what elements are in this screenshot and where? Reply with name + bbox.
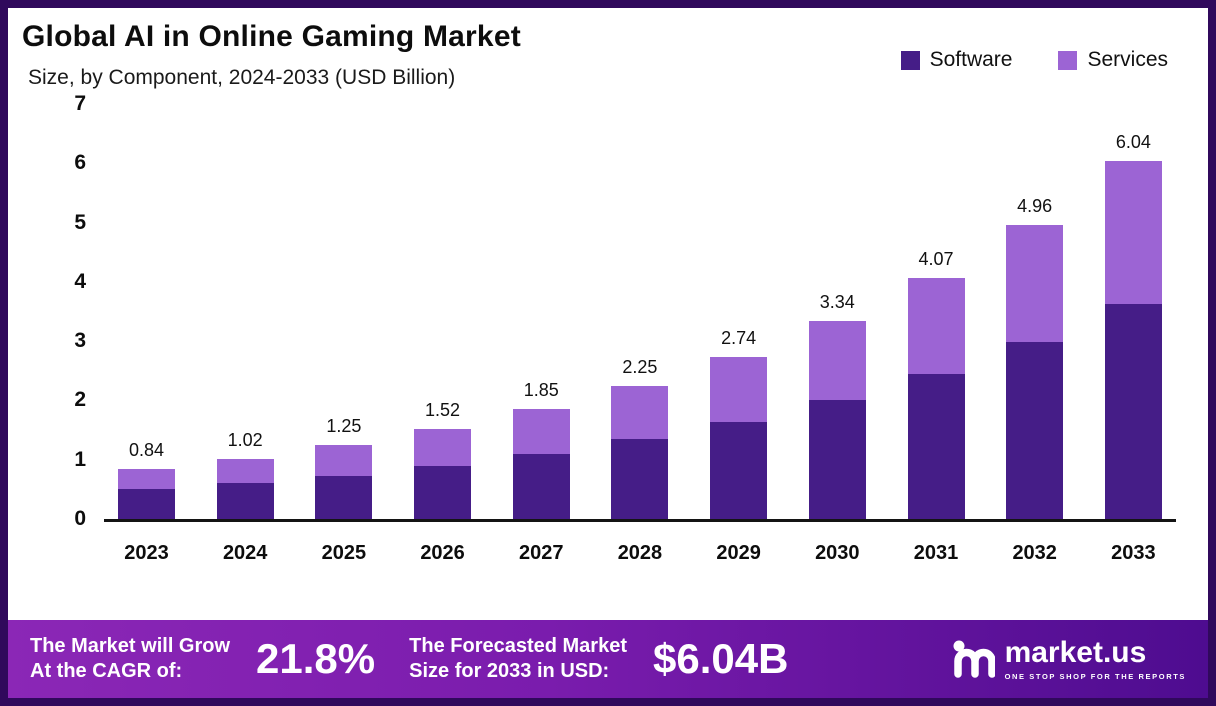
forecast-label-line1: The Forecasted Market [409, 635, 627, 657]
bar-segment-software [512, 453, 570, 519]
plot-bars: 0.84 1.02 1.25 1.52 1.85 2.25 2.74 3.34 4.07 4.96… [104, 104, 1176, 519]
x-tick-label: 2030 [815, 542, 860, 564]
x-tick-label: 2027 [519, 542, 564, 564]
bar-segment-software [315, 475, 373, 519]
bar-segment-software [907, 374, 965, 519]
forecast-value: $6.04B [653, 635, 789, 682]
bar-total-label: 1.52 [425, 399, 461, 420]
cagr-label-line1: The Market will Grow [30, 635, 231, 657]
bar-segment-services [1006, 224, 1064, 343]
bar-segment-software [216, 483, 274, 519]
y-tick-label: 2 [74, 388, 86, 412]
bar-segment-services [1104, 160, 1162, 304]
bar-column: 1.25 [315, 104, 373, 519]
bar-segment-services [118, 469, 175, 490]
x-tick-label: 2031 [913, 542, 959, 564]
chart-region: 0 1 2 3 4 5 6 7 0.84 1.02 1.25 1.52 1.85 2.25 2.74 3.3… [8, 90, 1208, 620]
y-tick-label: 3 [74, 329, 86, 353]
bar-column: 1.02 [216, 104, 274, 519]
x-tick-label: 2025 [321, 542, 367, 564]
x-tick-label: 2028 [617, 542, 663, 564]
legend-item-software: Software [900, 48, 1013, 72]
x-tick-label: 2024 [222, 542, 268, 564]
y-tick-label: 0 [74, 507, 86, 530]
bar-total-label: 1.25 [326, 415, 362, 436]
bar-segment-software [1006, 342, 1064, 519]
bar-segment-services [710, 356, 768, 423]
bar-column: 2.25 [611, 104, 669, 519]
bar-column: 2.74 [710, 104, 768, 519]
bar-segment-services [414, 428, 472, 466]
y-tick-label: 1 [74, 447, 86, 471]
brand-text: market.us ONE STOP SHOP FOR THE REPORTS [1004, 635, 1186, 681]
bar-segment-services [808, 321, 866, 401]
bar-column: 1.85 [512, 104, 570, 519]
bar-segment-services [907, 277, 965, 375]
bar-segment-software [611, 438, 669, 519]
bar-column: 0.84 [118, 104, 175, 519]
bar-segment-software [710, 422, 768, 519]
bar-segment-services [512, 409, 570, 454]
y-tick-label: 5 [74, 210, 86, 234]
cagr-label: The Market will Grow At the CAGR of: [30, 634, 230, 684]
y-tick-label: 6 [74, 151, 86, 175]
bar-total-label: 1.02 [227, 429, 263, 450]
x-tick-label: 2023 [124, 542, 169, 564]
y-tick-label: 7 [74, 92, 86, 115]
market-us-logo-icon [953, 640, 995, 678]
bar-total-label: 2.25 [622, 356, 658, 377]
bar-column: 1.52 [414, 104, 472, 519]
bar-column: 3.34 [808, 104, 866, 519]
legend-label-services: Services [1087, 48, 1168, 71]
bar-segment-software [808, 400, 866, 519]
bar-total-label: 3.34 [819, 292, 855, 312]
bar-column: 6.04 [1104, 104, 1162, 519]
chart-subtitle: Size, by Component, 2024-2033 (USD Billi… [28, 66, 456, 89]
chart-title: Global AI in Online Gaming Market [22, 20, 521, 53]
x-tick-label: 2033 [1111, 542, 1156, 564]
software-swatch-icon [900, 50, 920, 70]
x-tick-label: 2029 [716, 542, 761, 564]
bar-segment-services [216, 458, 274, 484]
brand-logo: market.us ONE STOP SHOP FOR THE REPORTS [951, 637, 1186, 681]
legend-item-services: Services [1058, 48, 1168, 72]
bar-segment-software [1104, 303, 1162, 519]
x-tick-label: 2026 [420, 542, 465, 564]
brand-tagline: ONE STOP SHOP FOR THE REPORTS [1004, 671, 1186, 681]
bar-total-label: 1.85 [523, 380, 559, 401]
bar-segment-software [118, 489, 175, 519]
bar-total-label: 4.96 [1017, 195, 1053, 216]
cagr-label-line2: At the CAGR of: [30, 660, 183, 682]
cagr-value: 21.8% [256, 635, 376, 682]
title-block: Global AI in Online Gaming Market Size, … [22, 20, 521, 90]
bar-total-label: 4.07 [918, 248, 954, 269]
bar-column: 4.07 [907, 104, 965, 519]
bar-total-label: 6.04 [1115, 131, 1151, 152]
footer-banner: The Market will Grow At the CAGR of: 21.… [8, 620, 1208, 698]
bar-segment-services [315, 444, 373, 476]
bar-segment-services [611, 385, 669, 439]
x-axis: 2023 2024 2025 2026 2027 2028 2029 2030 2031 2032… [104, 542, 1176, 565]
bar-total-label: 2.74 [721, 327, 757, 348]
services-swatch-icon [1058, 50, 1078, 70]
bar-total-label: 0.84 [128, 440, 165, 461]
bar-column: 4.96 [1006, 104, 1064, 519]
forecast-label-line2: Size for 2033 in USD: [409, 660, 610, 682]
plot-area: 0 1 2 3 4 5 6 7 0.84 1.02 1.25 1.52 1.85 2.25 2.74 3.3… [74, 92, 1176, 530]
legend-label-software: Software [929, 48, 1013, 71]
legend: Software Services [900, 48, 1168, 72]
bar-segment-software [414, 465, 472, 519]
header: Global AI in Online Gaming Market Size, … [8, 8, 1208, 90]
brand-name: market.us [1004, 635, 1147, 669]
y-tick-label: 4 [74, 269, 86, 293]
x-tick-label: 2032 [1012, 542, 1057, 564]
forecast-label: The Forecasted Market Size for 2033 in U… [409, 634, 627, 684]
